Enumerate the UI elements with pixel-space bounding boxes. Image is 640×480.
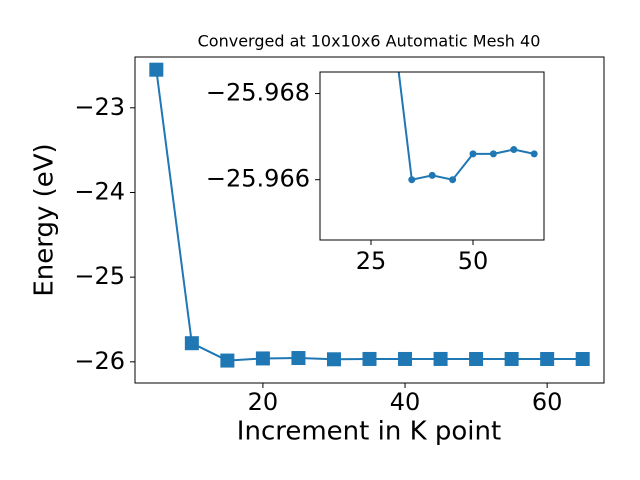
marker <box>291 351 306 366</box>
marker <box>449 176 457 184</box>
y-tick-label: −25 <box>74 262 125 290</box>
x-tick-label: 20 <box>248 388 279 416</box>
y-tick-label: −26 <box>74 347 125 375</box>
x-tick-label: 25 <box>356 247 387 275</box>
x-tick-label: 50 <box>458 247 489 275</box>
x-tick-label: 60 <box>532 388 563 416</box>
marker <box>326 352 341 367</box>
marker <box>530 150 538 158</box>
axes-frame <box>319 71 545 241</box>
marker <box>184 336 199 351</box>
plot-content <box>388 8 538 184</box>
y-tick-label: −24 <box>74 177 125 205</box>
marker <box>540 352 555 367</box>
marker <box>255 351 270 366</box>
x-axis-label: Increment in K point <box>237 417 501 447</box>
marker <box>469 352 484 367</box>
marker <box>469 150 477 158</box>
marker <box>433 351 448 366</box>
marker <box>428 171 436 179</box>
marker <box>388 8 395 15</box>
y-axis-label: Energy (eV) <box>30 143 60 296</box>
y-tick-label: −23 <box>74 93 125 121</box>
y-tick-label: −25.966 <box>206 165 310 193</box>
marker <box>504 352 519 367</box>
marker <box>149 62 164 77</box>
marker <box>220 353 235 368</box>
marker <box>489 150 497 158</box>
marker <box>362 351 377 366</box>
marker <box>510 146 518 154</box>
y-tick-label: −25.968 <box>206 79 310 107</box>
x-tick-label: 40 <box>390 388 421 416</box>
marker <box>398 351 413 366</box>
plot-area <box>320 72 544 240</box>
marker <box>408 176 416 184</box>
plot-content <box>149 62 590 368</box>
chart-title: Converged at 10x10x6 Automatic Mesh 40 <box>198 32 541 51</box>
axes-frame <box>134 56 605 384</box>
marker <box>575 352 590 367</box>
